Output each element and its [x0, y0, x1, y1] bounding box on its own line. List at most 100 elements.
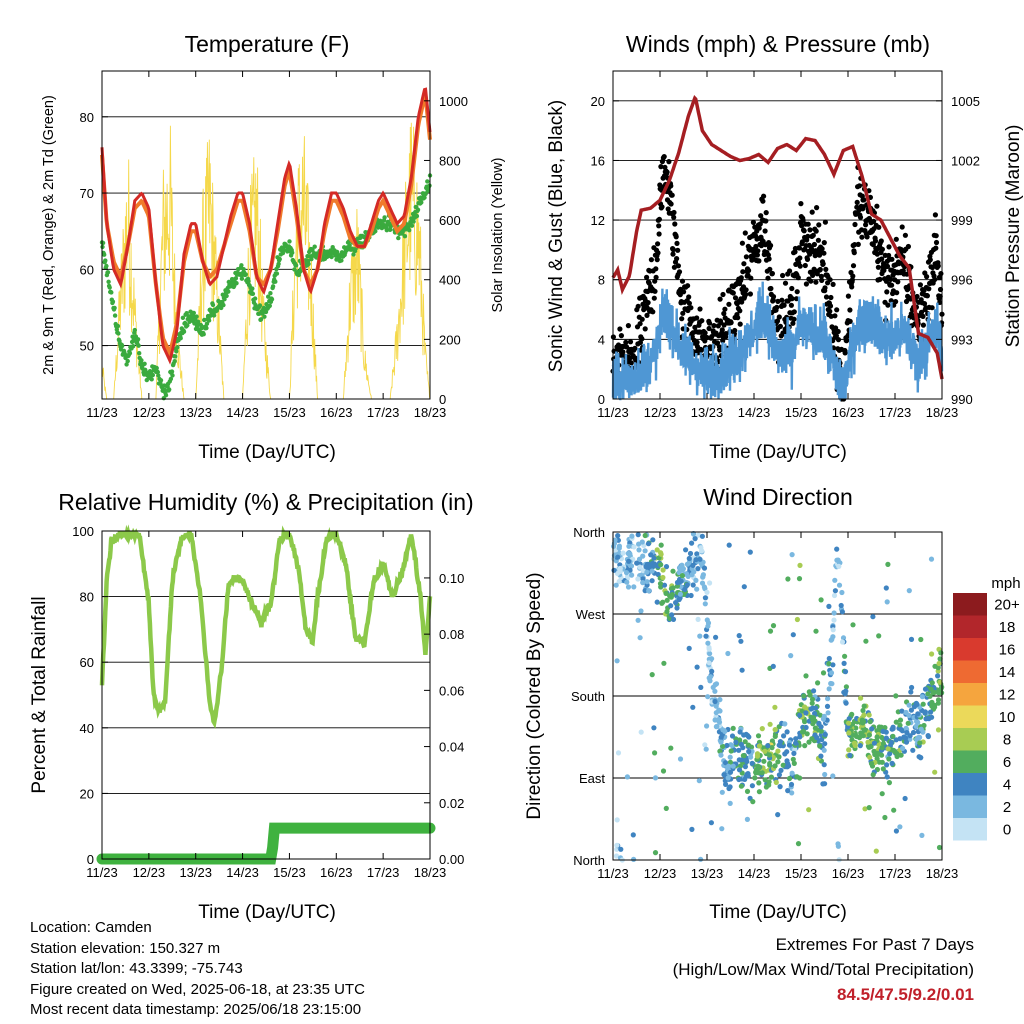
gust-point	[639, 336, 645, 342]
direction-point	[651, 555, 657, 561]
direction-point	[922, 686, 929, 692]
dewpoint-point	[263, 309, 269, 315]
legend-swatch	[953, 728, 987, 751]
direction-point	[643, 564, 649, 570]
dewpoint-point	[158, 378, 164, 383]
gust-point	[743, 287, 749, 293]
gust-point	[676, 269, 683, 275]
gust-point	[884, 263, 891, 269]
gust-point	[686, 300, 693, 306]
gust-point	[810, 272, 816, 278]
gust-point	[722, 306, 728, 312]
direction-point	[803, 673, 809, 679]
direction-point	[708, 820, 715, 826]
direction-point	[889, 760, 895, 767]
dewpoint-point	[178, 336, 183, 341]
direction-point	[719, 789, 725, 795]
direction-point	[821, 762, 827, 768]
direction-point	[803, 724, 809, 731]
direction-point	[736, 747, 742, 753]
dewpoint-point	[169, 369, 175, 374]
dewpoint-point	[105, 270, 111, 275]
gust-point	[637, 321, 643, 327]
direction-point	[846, 720, 852, 726]
direction-point	[831, 592, 838, 599]
direction-ytick-label: West	[576, 607, 606, 622]
direction-point	[789, 790, 795, 796]
dewpoint-point	[110, 299, 116, 304]
direction-point	[611, 543, 617, 549]
gust-point	[821, 250, 827, 256]
direction-point	[688, 592, 694, 599]
gust-point	[679, 278, 686, 284]
gust-point	[875, 264, 882, 270]
dewpoint-point	[423, 191, 428, 197]
winds-xtick-label: 12/23	[644, 405, 677, 420]
dewpoint-point	[339, 258, 344, 263]
direction-point	[668, 586, 675, 592]
direction-point	[611, 567, 617, 573]
gust-point	[654, 257, 660, 263]
humidity-ytick-right-label: 0.06	[439, 683, 464, 698]
gust-point	[847, 318, 853, 324]
direction-point	[850, 732, 856, 738]
direction-point	[689, 540, 695, 546]
direction-point	[918, 726, 924, 732]
direction-point	[851, 740, 858, 746]
gust-point	[927, 257, 933, 263]
dewpoint-point	[206, 318, 212, 323]
gust-point	[845, 293, 852, 299]
direction-point	[725, 775, 731, 781]
direction-point	[686, 645, 692, 652]
dewpoint-point	[172, 359, 177, 364]
dewpoint-point	[131, 344, 136, 349]
direction-point	[786, 775, 793, 782]
station-info: Location: Camden Station elevation: 150.…	[30, 918, 365, 1021]
temperature-ytick-right-label: 400	[439, 273, 461, 288]
temperature-ytick-right-label: 600	[439, 213, 461, 228]
gust-point	[628, 360, 634, 366]
dewpoint-point	[373, 229, 378, 234]
direction-point	[831, 617, 837, 623]
gust-point	[618, 333, 625, 339]
gust-point	[847, 307, 853, 313]
gust-point	[932, 212, 939, 218]
gust-point	[800, 217, 806, 223]
direction-point	[636, 547, 642, 553]
humidity-ytick-label: 60	[80, 655, 94, 670]
gust-point	[938, 271, 944, 277]
gust-point	[721, 310, 727, 317]
gust-point	[680, 310, 686, 316]
direction-point	[717, 748, 723, 754]
gust-point	[819, 277, 825, 283]
direction-point	[748, 754, 754, 760]
winds-ytick-right-label: 996	[951, 273, 973, 288]
direction-point	[709, 668, 715, 675]
direction-point	[677, 756, 684, 762]
direction-point	[777, 784, 783, 790]
gust-point	[794, 289, 800, 295]
direction-point	[704, 723, 710, 729]
gust-point	[671, 209, 677, 216]
gust-point	[770, 294, 777, 300]
direction-point	[793, 736, 799, 742]
direction-point	[789, 552, 795, 558]
humidity-ytick-label: 100	[72, 524, 94, 539]
gust-point	[625, 323, 632, 329]
dewpoint-point	[262, 314, 267, 319]
gust-point	[822, 219, 829, 225]
temperature-ylabel-right: Solar Insolation (Yellow)	[490, 157, 506, 312]
direction-point	[705, 694, 711, 700]
gust-point	[815, 237, 822, 243]
gust-point	[796, 245, 803, 251]
gust-point	[835, 328, 841, 335]
dewpoint-point	[136, 343, 141, 348]
direction-point	[624, 579, 630, 585]
dewpoint-point	[266, 294, 271, 299]
temp-2m-series	[100, 87, 432, 365]
dewpoint-point	[290, 250, 295, 255]
gust-point	[699, 318, 705, 324]
winds-xtick-label: 13/23	[691, 405, 724, 420]
temperature-xtick-label: 14/23	[226, 405, 259, 420]
direction-point	[809, 736, 815, 742]
